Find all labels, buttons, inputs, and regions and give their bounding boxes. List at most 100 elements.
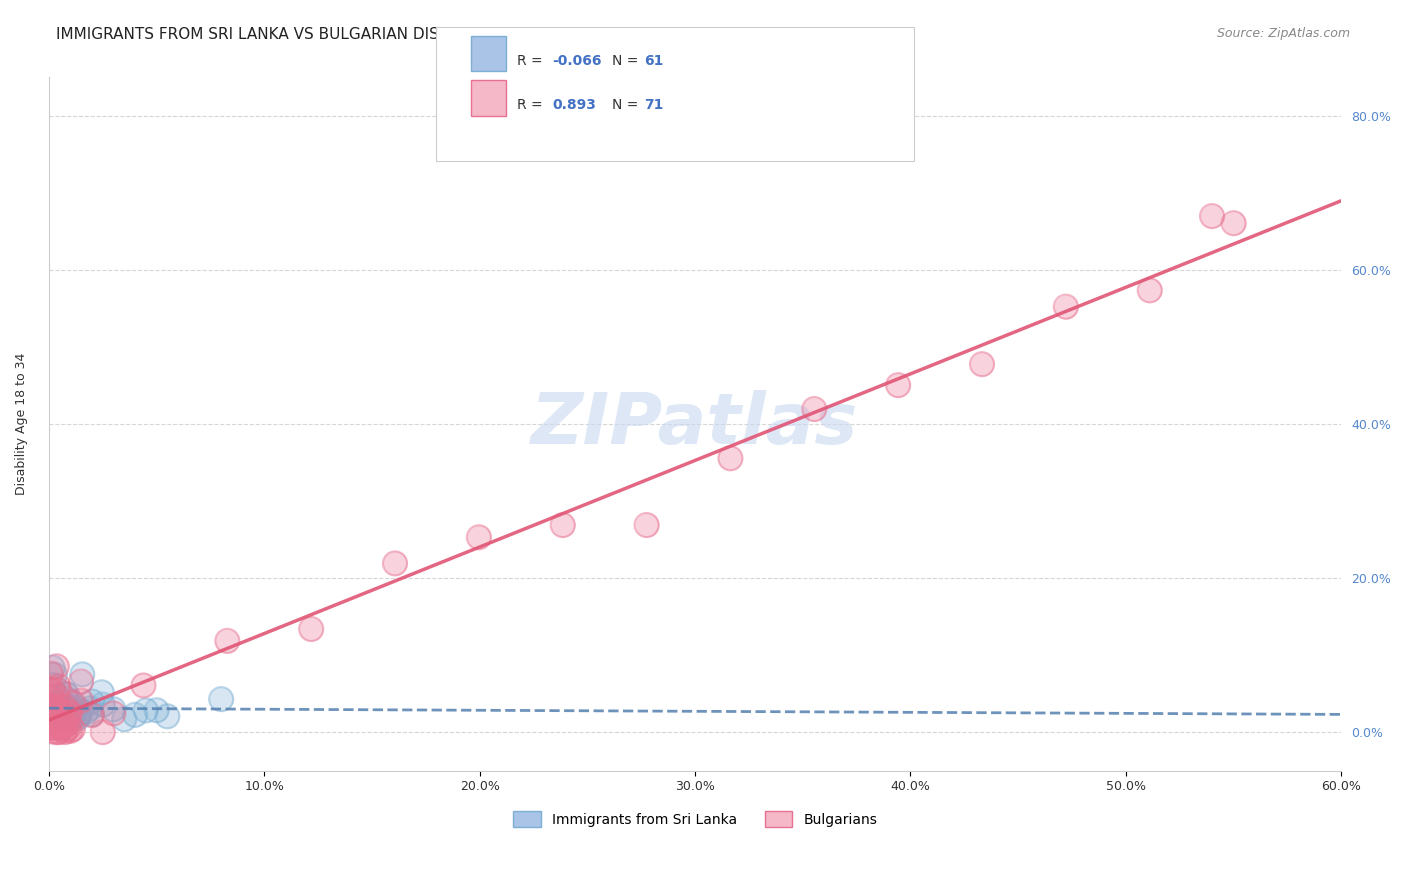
Point — [41, 720, 63, 734]
Point — [41, 707, 63, 722]
Point — [58, 706, 80, 720]
Point — [66, 701, 89, 715]
Point — [51, 721, 73, 735]
Point — [1222, 216, 1244, 230]
Text: -0.066: -0.066 — [553, 54, 602, 68]
Point — [41, 660, 63, 674]
Point — [41, 720, 63, 734]
Point — [62, 704, 84, 718]
Point — [67, 707, 90, 722]
Point — [59, 711, 82, 725]
Point — [42, 712, 65, 726]
Point — [44, 707, 66, 722]
Point — [59, 706, 82, 720]
Point — [384, 557, 406, 571]
Text: R =: R = — [517, 98, 547, 112]
Point — [58, 721, 80, 735]
Point — [48, 711, 70, 725]
Point — [970, 357, 993, 371]
Point — [46, 712, 69, 726]
Point — [49, 704, 72, 718]
Point — [90, 685, 112, 699]
Point — [39, 716, 62, 731]
Point — [132, 678, 155, 692]
Point — [56, 687, 79, 701]
Point — [62, 704, 84, 718]
Point — [44, 667, 66, 681]
Point — [44, 711, 66, 725]
Point — [39, 706, 62, 720]
Point — [55, 691, 77, 706]
Point — [79, 701, 101, 715]
Point — [45, 700, 67, 714]
Point — [44, 707, 66, 722]
Point — [46, 683, 69, 698]
Point — [53, 718, 76, 732]
Point — [44, 707, 66, 722]
Point — [39, 708, 62, 723]
Point — [803, 402, 825, 417]
Point — [384, 557, 406, 571]
Point — [44, 667, 66, 681]
Point — [80, 708, 103, 723]
Point — [91, 698, 114, 712]
Point — [91, 698, 114, 712]
Point — [38, 710, 60, 724]
Point — [75, 705, 97, 719]
Point — [1201, 209, 1223, 223]
Point — [59, 711, 82, 725]
Point — [59, 723, 82, 738]
Point — [70, 693, 93, 707]
Point — [80, 694, 103, 708]
Text: N =: N = — [612, 98, 643, 112]
Point — [53, 706, 76, 720]
Point — [39, 707, 62, 722]
Point — [46, 712, 69, 726]
Point — [45, 725, 67, 739]
Point — [70, 674, 93, 689]
Point — [67, 708, 90, 723]
Point — [53, 723, 76, 738]
Point — [45, 706, 67, 721]
Point — [41, 704, 63, 718]
Point — [124, 707, 146, 722]
Point — [38, 698, 60, 713]
Point — [209, 692, 232, 706]
Point — [59, 711, 82, 725]
Point — [135, 703, 157, 717]
Point — [145, 703, 167, 717]
Point — [70, 693, 93, 707]
Point — [132, 678, 155, 692]
Point — [49, 713, 72, 727]
Text: R =: R = — [517, 54, 547, 68]
Point — [53, 706, 76, 721]
Point — [636, 518, 658, 533]
Point — [38, 702, 60, 716]
Point — [91, 725, 114, 739]
Point — [45, 707, 67, 722]
Text: Source: ZipAtlas.com: Source: ZipAtlas.com — [1216, 27, 1350, 40]
Point — [48, 711, 70, 725]
Point — [39, 717, 62, 731]
Point — [91, 725, 114, 739]
Point — [45, 689, 67, 703]
Point — [55, 687, 77, 701]
Point — [62, 722, 84, 736]
Point — [48, 719, 70, 733]
Point — [56, 700, 79, 714]
Point — [38, 702, 60, 716]
Point — [51, 721, 73, 735]
Point — [66, 701, 89, 715]
Point — [135, 703, 157, 717]
Point — [887, 378, 910, 392]
Point — [48, 679, 70, 693]
Point — [41, 682, 63, 697]
Point — [41, 691, 63, 706]
Point — [45, 707, 67, 722]
Point — [51, 701, 73, 715]
Point — [38, 710, 60, 724]
Point — [803, 402, 825, 417]
Point — [39, 666, 62, 681]
Point — [41, 705, 63, 719]
Point — [42, 712, 65, 726]
